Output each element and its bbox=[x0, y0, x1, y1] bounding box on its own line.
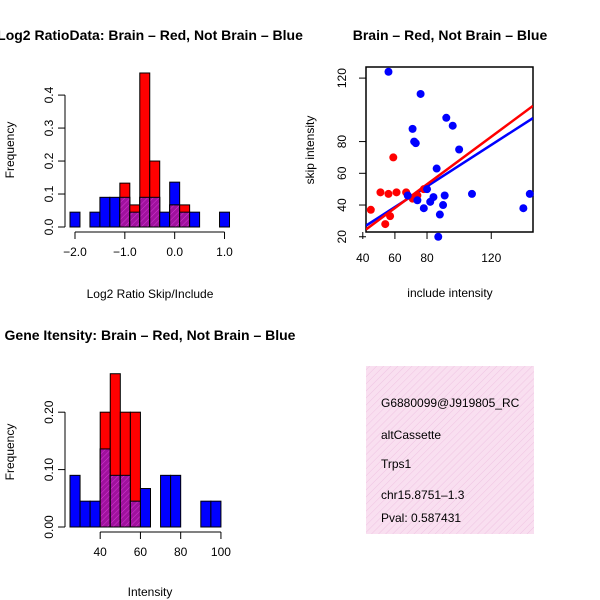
scatter-point-notbrain bbox=[435, 210, 444, 219]
scatter-point-brain bbox=[386, 212, 395, 221]
scatter-point-notbrain bbox=[439, 201, 448, 210]
info-panel: G6880099@J919805_RC altCassette Trps1 ch… bbox=[366, 366, 534, 534]
intensity-scatter: Brain – Red, Not Brain – Blue include in… bbox=[303, 27, 547, 300]
ratio-histogram-bar-notbrain bbox=[99, 196, 111, 228]
scatter-y-tick-label: 20 bbox=[335, 230, 349, 244]
intensity-histogram-y-tick-label: 0.00 bbox=[42, 515, 56, 539]
scatter-point-notbrain bbox=[455, 145, 464, 154]
ratio-histogram-xlabel: Log2 Ratio Skip/Include bbox=[87, 287, 214, 301]
intensity-histogram-x-tick-label: 40 bbox=[94, 545, 108, 559]
intensity-histogram-bar-notbrain bbox=[139, 488, 151, 528]
intensity-histogram-bar-overlap bbox=[129, 500, 141, 528]
scatter-y-tick-label: 80 bbox=[335, 135, 349, 149]
scatter-fit-line-brain bbox=[366, 104, 533, 231]
scatter-x-tick-label: 80 bbox=[420, 251, 434, 265]
scatter-point-notbrain bbox=[434, 232, 443, 241]
scatter-point-brain bbox=[376, 188, 385, 197]
scatter-point-brain bbox=[366, 205, 375, 214]
ratio-histogram-title: Log2 RatioData: Brain – Red, Not Brain –… bbox=[0, 27, 303, 43]
intensity-histogram-y-tick-label: 0.20 bbox=[42, 400, 56, 424]
intensity-histogram-bar-notbrain bbox=[69, 474, 81, 528]
scatter-point-notbrain bbox=[442, 113, 451, 122]
ratio-histogram-y-tick-label: 0.4 bbox=[42, 86, 56, 103]
intensity-histogram-bar-overlap bbox=[99, 448, 111, 528]
ratio-histogram-bar-notbrain bbox=[159, 211, 171, 228]
scatter-point-notbrain bbox=[411, 139, 420, 148]
scatter-point-notbrain bbox=[440, 191, 449, 200]
ratio-histogram-bar-notbrain bbox=[89, 211, 101, 228]
scatter-point-notbrain bbox=[525, 189, 534, 198]
scatter-point-notbrain bbox=[519, 204, 528, 213]
ratio-histogram-y-tick-label: 0.3 bbox=[42, 119, 56, 136]
scatter-point-brain bbox=[392, 188, 401, 197]
scatter-point-notbrain bbox=[384, 67, 393, 76]
info-event-type: altCassette bbox=[381, 428, 441, 442]
ratio-histogram-bar-notbrain bbox=[219, 211, 231, 228]
intensity-histogram-y-tick-label: 0.10 bbox=[42, 458, 56, 482]
scatter-point-brain bbox=[384, 189, 393, 198]
ratio-histogram-bar-overlap bbox=[149, 196, 161, 228]
scatter-y-tick-label: 120 bbox=[335, 68, 349, 88]
intensity-histogram: Gene Itensity: Brain – Red, Not Brain – … bbox=[3, 327, 296, 599]
scatter-point-notbrain bbox=[416, 89, 425, 98]
ratio-histogram-bar-overlap bbox=[119, 196, 131, 228]
info-location: chr15.8751–1.3 bbox=[381, 488, 465, 502]
scatter-point-notbrain bbox=[423, 185, 432, 194]
intensity-histogram-bar-notbrain bbox=[170, 474, 182, 528]
scatter-point-notbrain bbox=[429, 193, 438, 202]
scatter-point-notbrain bbox=[413, 196, 422, 205]
ratio-histogram-bar-notbrain bbox=[189, 211, 201, 228]
intensity-histogram-ylabel: Frequency bbox=[3, 424, 17, 481]
scatter-point-notbrain bbox=[467, 189, 476, 198]
ratio-histogram-ylabel: Frequency bbox=[3, 122, 17, 179]
info-pval: Pval: 0.587431 bbox=[381, 511, 461, 525]
intensity-histogram-x-tick-label: 60 bbox=[134, 545, 148, 559]
intensity-histogram-title: Gene Itensity: Brain – Red, Not Brain – … bbox=[5, 327, 296, 343]
ratio-histogram: Log2 RatioData: Brain – Red, Not Brain –… bbox=[0, 27, 303, 301]
scatter-point-brain bbox=[389, 153, 398, 162]
intensity-histogram-bar-notbrain bbox=[160, 474, 172, 528]
scatter-x-tick-label: 40 bbox=[356, 251, 370, 265]
scatter-y-tick-label: 40 bbox=[335, 198, 349, 212]
ratio-histogram-bar-notbrain bbox=[109, 196, 121, 228]
scatter-point-notbrain bbox=[408, 124, 417, 133]
ratio-histogram-x-tick-label: 1.0 bbox=[216, 245, 233, 259]
scatter-point-notbrain bbox=[403, 191, 412, 200]
scatter-xlabel: include intensity bbox=[407, 286, 492, 300]
ratio-histogram-bar-overlap bbox=[129, 211, 141, 228]
ratio-histogram-x-tick-label: 0.0 bbox=[166, 245, 183, 259]
ratio-histogram-y-tick-label: 0.2 bbox=[42, 152, 56, 169]
info-probe-id: G6880099@J919805_RC bbox=[381, 396, 520, 410]
scatter-x-tick-label: 120 bbox=[481, 251, 501, 265]
intensity-histogram-bar-notbrain bbox=[210, 500, 222, 528]
ratio-histogram-bar-overlap bbox=[139, 196, 151, 228]
ratio-histogram-y-tick-label: 0.1 bbox=[42, 185, 56, 202]
ratio-histogram-bar-overlap bbox=[179, 211, 191, 228]
intensity-histogram-xlabel: Intensity bbox=[128, 585, 173, 599]
scatter-point-brain bbox=[381, 220, 390, 229]
intensity-histogram-bar-notbrain bbox=[79, 500, 91, 528]
ratio-histogram-x-tick-label: −2.0 bbox=[63, 245, 87, 259]
intensity-histogram-x-tick-label: 100 bbox=[211, 545, 231, 559]
intensity-histogram-bar-notbrain bbox=[89, 500, 101, 528]
ratio-histogram-bar-overlap bbox=[169, 204, 181, 228]
scatter-point-notbrain bbox=[432, 164, 441, 173]
ratio-histogram-x-tick-label: −1.0 bbox=[113, 245, 137, 259]
info-panel-background bbox=[366, 366, 534, 534]
scatter-title: Brain – Red, Not Brain – Blue bbox=[353, 27, 548, 43]
intensity-histogram-bar-overlap bbox=[109, 474, 121, 528]
scatter-plot-frame bbox=[365, 66, 534, 233]
scatter-point-notbrain bbox=[419, 204, 428, 213]
ratio-histogram-y-tick-label: 0.0 bbox=[42, 218, 56, 235]
scatter-y-tick-label: 60 bbox=[335, 166, 349, 180]
intensity-histogram-x-tick-label: 80 bbox=[174, 545, 188, 559]
scatter-point-notbrain bbox=[448, 121, 457, 130]
intensity-histogram-bar-overlap bbox=[119, 474, 131, 528]
ratio-histogram-bar-notbrain bbox=[69, 211, 81, 228]
scatter-x-tick-label: 60 bbox=[388, 251, 402, 265]
intensity-histogram-bar-notbrain bbox=[200, 500, 212, 528]
scatter-ylabel: skip intensity bbox=[303, 116, 317, 185]
info-gene: Trps1 bbox=[381, 457, 412, 471]
